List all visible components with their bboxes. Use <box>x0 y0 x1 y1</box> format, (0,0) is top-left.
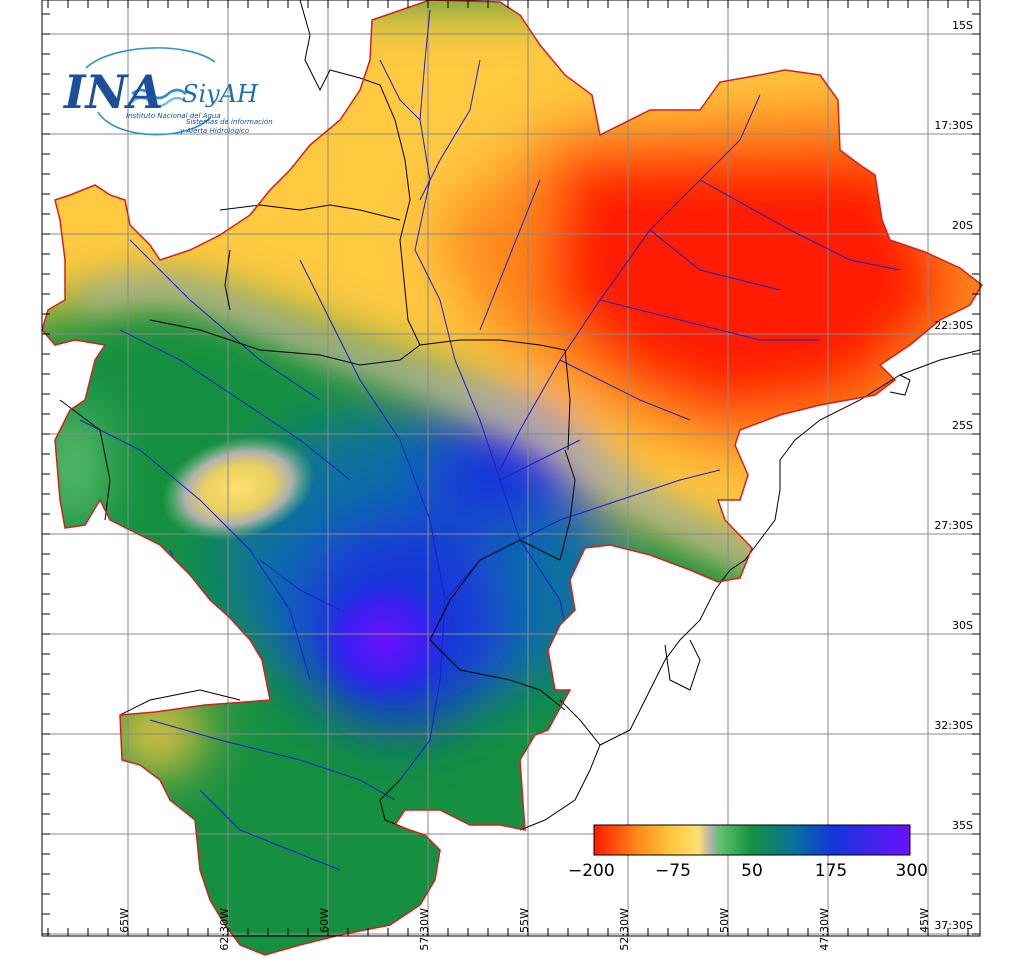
lon-label: 65W <box>118 908 131 933</box>
lat-label: 25S <box>952 419 973 432</box>
lon-label: 55W <box>518 908 531 933</box>
lat-label: 17:30S <box>934 119 973 132</box>
lon-label: 60W <box>318 908 331 933</box>
longitude-labels: 65W 62:30W 60W 57:30W 55W 52:30W 50W 47:… <box>118 908 931 951</box>
colorbar-tick-label: 50 <box>741 861 763 881</box>
lon-label: 45W <box>918 908 931 933</box>
colorbar-tick-label: −75 <box>655 861 691 881</box>
frame-ticks <box>42 0 980 936</box>
graticule <box>42 0 980 936</box>
rivers <box>79 9 901 871</box>
colorbar: −200 −75 50 175 300 <box>568 824 928 881</box>
lat-label: 32:30S <box>934 719 973 732</box>
logo-wave-icon <box>131 96 187 108</box>
colorbar-bar <box>593 824 911 856</box>
basin-outline <box>41 0 983 956</box>
lon-label: 57:30W <box>418 908 431 951</box>
ina-siyah-logo: INA SiyAH Instituto Nacional del Agua Si… <box>62 47 273 136</box>
latitude-labels: 15S 17:30S 20S 22:30S 25S 27:30S 30S 32:… <box>934 19 973 932</box>
logo-wave-icon <box>131 88 187 100</box>
colorbar-labels: −200 −75 50 175 300 <box>568 861 928 881</box>
colorbar-tick-label: −200 <box>568 861 615 881</box>
lon-label: 47:30W <box>818 908 831 951</box>
logo-system-text-2: y Alerta Hidrológico <box>179 127 249 135</box>
lat-label: 20S <box>952 219 973 232</box>
logo-system-text-1: Sistemas de información <box>186 118 273 126</box>
logo-siyah-text: SiyAH <box>182 80 259 108</box>
map-frame <box>41 0 981 937</box>
lon-label: 62:30W <box>218 908 231 951</box>
lat-label: 27:30S <box>934 519 973 532</box>
colorbar-tick-label: 300 <box>896 861 928 881</box>
logo-arc-icon <box>97 111 211 136</box>
lat-label: 15S <box>952 19 973 32</box>
boundaries <box>59 0 981 831</box>
logo-arc-icon <box>85 47 216 69</box>
colorbar-tick-label: 175 <box>815 861 847 881</box>
lon-label: 50W <box>718 908 731 933</box>
lat-label: 35S <box>952 819 973 832</box>
lat-label: 22:30S <box>934 319 973 332</box>
lat-label: 30S <box>952 619 973 632</box>
lon-label: 52:30W <box>618 908 631 951</box>
lat-label: 37:30S <box>934 919 973 932</box>
logo-ina-text: INA <box>62 65 163 119</box>
logo-institute-text: Instituto Nacional del Agua <box>126 112 221 120</box>
